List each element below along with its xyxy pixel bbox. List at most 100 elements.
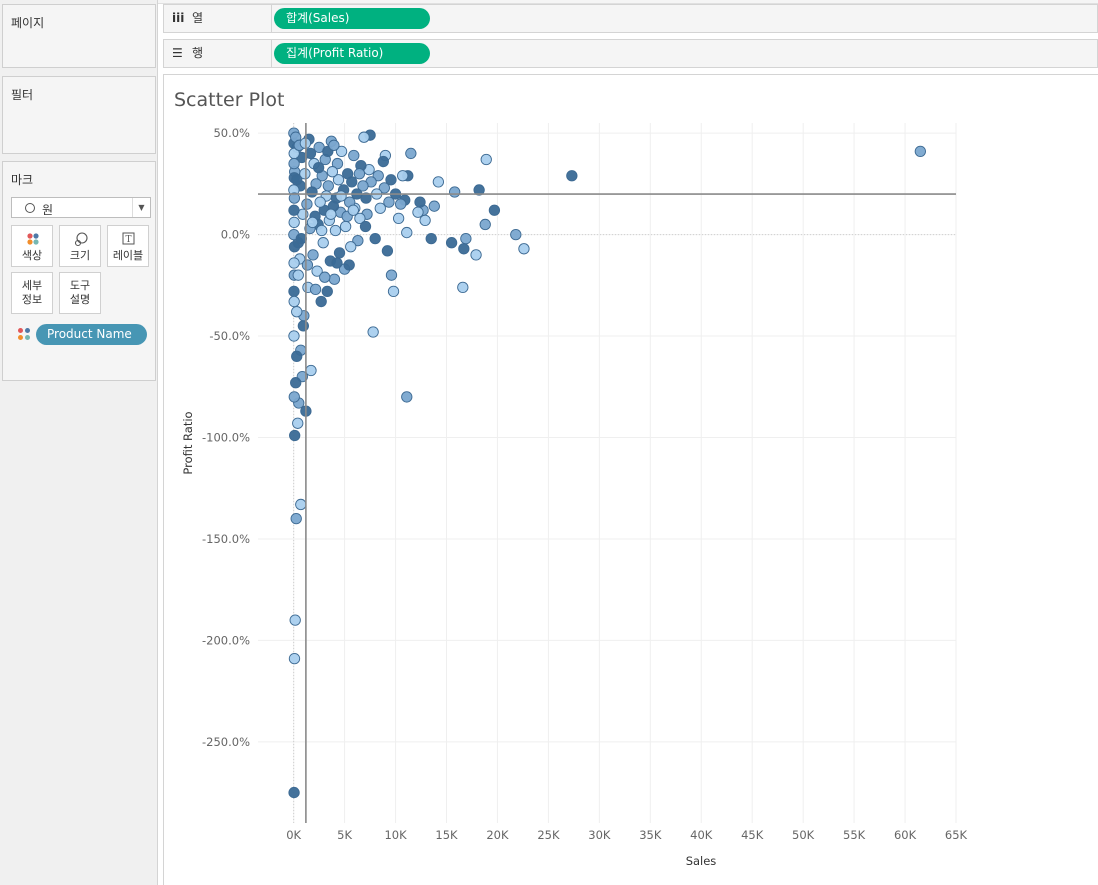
data-point[interactable] <box>425 233 437 245</box>
data-point[interactable] <box>332 174 345 186</box>
data-point[interactable] <box>401 391 413 403</box>
data-point[interactable] <box>473 184 485 196</box>
data-point[interactable] <box>288 330 300 342</box>
data-point[interactable] <box>319 271 331 283</box>
data-point[interactable] <box>288 204 300 216</box>
data-point[interactable] <box>460 233 472 245</box>
data-point[interactable] <box>510 228 522 241</box>
size-button[interactable]: 크기 <box>59 225 101 267</box>
data-point[interactable] <box>357 180 369 192</box>
data-point[interactable] <box>383 196 395 208</box>
data-point[interactable] <box>301 259 314 271</box>
data-point[interactable] <box>322 180 334 192</box>
data-point[interactable] <box>297 320 309 332</box>
data-point[interactable] <box>315 295 327 308</box>
data-point[interactable] <box>292 417 304 429</box>
data-point[interactable] <box>353 168 366 180</box>
data-point[interactable] <box>288 653 301 665</box>
data-point[interactable] <box>405 147 417 160</box>
product-name-pill[interactable]: Product Name <box>36 324 147 345</box>
label-button[interactable]: T 레이블 <box>107 225 149 267</box>
data-point[interactable] <box>432 176 445 188</box>
data-point[interactable] <box>295 498 307 511</box>
data-point[interactable] <box>359 220 372 233</box>
data-point[interactable] <box>479 218 491 231</box>
data-point[interactable] <box>290 377 302 389</box>
scatter-plot[interactable]: 0K 5K 10K 15K 20K 25K 30K 35K 40K 45K 50K 55K 60K 65K… <box>164 75 1098 885</box>
data-point[interactable] <box>480 153 492 166</box>
data-point[interactable] <box>369 233 381 245</box>
data-point[interactable] <box>288 241 301 253</box>
data-point[interactable] <box>335 190 347 202</box>
data-point[interactable] <box>306 186 318 198</box>
data-point[interactable] <box>312 161 325 174</box>
data-point[interactable] <box>288 216 300 229</box>
data-point[interactable] <box>449 186 461 198</box>
data-point[interactable] <box>457 281 469 293</box>
data-point[interactable] <box>518 243 530 255</box>
data-point[interactable] <box>288 192 301 204</box>
data-point[interactable] <box>290 513 302 525</box>
data-point[interactable] <box>311 265 323 277</box>
data-point[interactable] <box>354 212 366 225</box>
data-point[interactable] <box>414 196 426 208</box>
data-point[interactable] <box>301 198 313 210</box>
data-point[interactable] <box>331 257 343 269</box>
data-point[interactable] <box>288 391 300 403</box>
data-point[interactable] <box>348 149 360 162</box>
data-point[interactable] <box>358 131 370 143</box>
data-point[interactable] <box>309 283 322 296</box>
data-point[interactable] <box>397 170 409 182</box>
data-point[interactable] <box>321 285 333 298</box>
data-point[interactable] <box>289 614 301 626</box>
sales-pill[interactable]: 합계(Sales) <box>274 8 430 29</box>
data-point[interactable] <box>288 295 300 308</box>
data-point[interactable] <box>288 257 300 269</box>
data-point[interactable] <box>328 273 341 285</box>
data-point[interactable] <box>291 306 303 318</box>
data-point[interactable] <box>288 786 300 799</box>
data-point[interactable] <box>566 170 578 182</box>
data-point[interactable] <box>428 200 440 212</box>
data-point[interactable] <box>372 170 384 182</box>
data-point[interactable] <box>458 243 470 255</box>
data-point[interactable] <box>292 269 304 281</box>
data-point[interactable] <box>342 168 354 180</box>
color-button[interactable]: 색상 <box>11 225 53 267</box>
columns-shelf[interactable]: iii 열 합계(Sales) <box>163 4 1098 33</box>
data-point[interactable] <box>289 429 301 442</box>
data-point[interactable] <box>339 220 352 233</box>
data-point[interactable] <box>307 249 319 261</box>
chevron-down-icon[interactable]: ▼ <box>132 198 150 217</box>
data-point[interactable] <box>445 237 458 249</box>
data-point[interactable] <box>331 157 344 170</box>
data-point[interactable] <box>360 192 372 204</box>
data-point[interactable] <box>377 155 389 168</box>
data-point[interactable] <box>392 212 405 225</box>
data-point[interactable] <box>288 157 300 170</box>
data-point[interactable] <box>317 237 329 249</box>
data-point[interactable] <box>412 206 424 218</box>
data-point[interactable] <box>381 245 394 257</box>
data-point[interactable] <box>291 350 303 362</box>
detail-button[interactable]: 세부 정보 <box>11 272 53 314</box>
data-point[interactable] <box>347 204 359 216</box>
data-point[interactable] <box>385 269 398 281</box>
data-point[interactable] <box>345 241 357 253</box>
pages-card[interactable]: 페이지 <box>2 4 156 68</box>
data-point[interactable] <box>378 182 391 194</box>
data-point[interactable] <box>419 214 431 227</box>
data-point[interactable] <box>288 285 300 298</box>
data-point[interactable] <box>401 226 413 239</box>
data-point[interactable] <box>306 216 319 229</box>
data-point[interactable] <box>316 224 328 237</box>
data-point[interactable] <box>291 174 303 186</box>
data-point[interactable] <box>470 249 482 261</box>
tooltip-button[interactable]: 도구 설명 <box>59 272 101 314</box>
data-point[interactable] <box>374 202 386 214</box>
data-point[interactable] <box>325 208 337 220</box>
profit-ratio-pill[interactable]: 집계(Profit Ratio) <box>274 43 430 64</box>
data-point[interactable] <box>295 233 307 245</box>
data-point[interactable] <box>335 145 348 158</box>
data-point[interactable] <box>385 174 397 186</box>
